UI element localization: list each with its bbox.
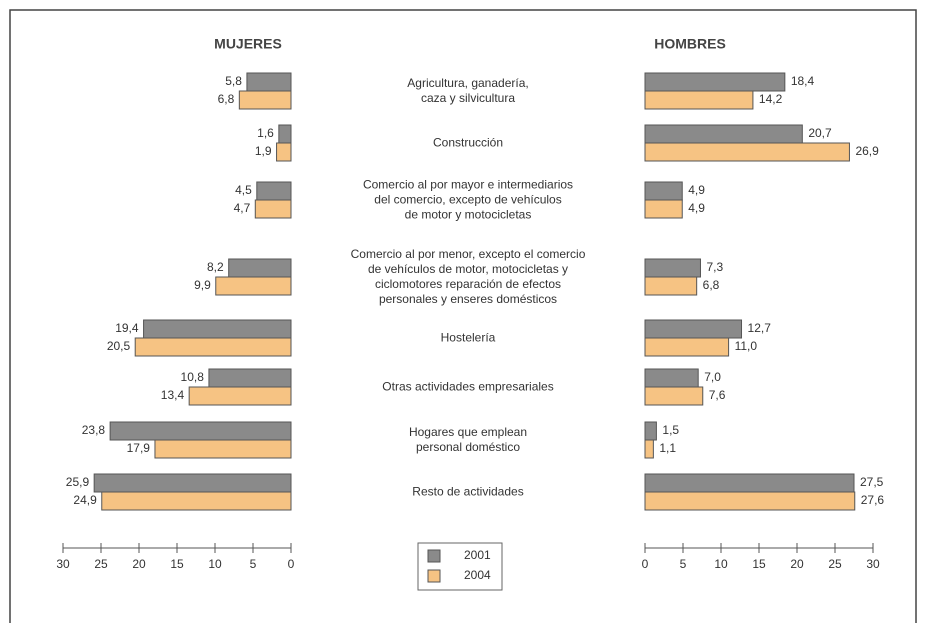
x-tick-label: 20 <box>132 557 146 571</box>
bar <box>644 386 704 406</box>
value-label: 1,9 <box>255 144 272 158</box>
legend-swatch <box>427 549 441 563</box>
bar <box>276 142 292 162</box>
bar <box>644 368 699 388</box>
value-label: 20,7 <box>808 126 832 140</box>
bar <box>644 319 743 339</box>
x-tick-label: 25 <box>94 557 108 571</box>
value-label: 7,6 <box>709 388 726 402</box>
x-tick-label: 5 <box>250 557 257 571</box>
bar <box>644 258 701 278</box>
x-tick-label: 10 <box>714 557 728 571</box>
bar <box>644 72 786 92</box>
legend-swatch <box>427 569 441 583</box>
value-label: 12,7 <box>748 321 772 335</box>
bar <box>215 276 292 296</box>
value-label: 4,5 <box>235 183 252 197</box>
bar <box>154 439 292 459</box>
bar <box>246 72 292 92</box>
category-label: Hogares que emplean personal doméstico <box>408 425 528 454</box>
bar <box>644 421 657 441</box>
x-tick-label: 0 <box>288 557 295 571</box>
value-label: 6,8 <box>703 278 720 292</box>
bar <box>278 124 292 144</box>
category-label: Resto de actividades <box>412 484 524 499</box>
bar <box>644 439 654 459</box>
value-label: 10,8 <box>181 370 205 384</box>
legend-label: 2004 <box>464 568 491 582</box>
value-label: 18,4 <box>791 74 815 88</box>
x-tick-label: 25 <box>828 557 842 571</box>
bar <box>238 90 292 110</box>
value-label: 19,4 <box>115 321 139 335</box>
x-tick-label: 0 <box>642 557 649 571</box>
panel-title: MUJERES <box>214 36 282 52</box>
x-tick-label: 30 <box>56 557 70 571</box>
bar <box>134 337 292 357</box>
value-label: 17,9 <box>127 441 151 455</box>
bar <box>644 181 683 201</box>
bar <box>644 473 855 493</box>
category-label: Hostelería <box>440 330 496 345</box>
bar <box>143 319 292 339</box>
value-label: 1,1 <box>659 441 676 455</box>
x-tick-label: 10 <box>208 557 222 571</box>
bar <box>93 473 292 493</box>
value-label: 27,6 <box>861 493 885 507</box>
value-label: 1,5 <box>662 423 679 437</box>
bar <box>188 386 292 406</box>
value-label: 5,8 <box>225 74 242 88</box>
value-label: 9,9 <box>194 278 211 292</box>
value-label: 27,5 <box>860 475 884 489</box>
x-tick-label: 5 <box>680 557 687 571</box>
bar <box>256 181 292 201</box>
bar <box>644 337 730 357</box>
value-label: 7,0 <box>704 370 721 384</box>
bar <box>254 199 292 219</box>
x-tick-label: 20 <box>790 557 804 571</box>
value-label: 6,8 <box>218 92 235 106</box>
value-label: 1,6 <box>257 126 274 140</box>
bar <box>644 90 754 110</box>
panel-title: HOMBRES <box>654 36 726 52</box>
bar <box>644 276 698 296</box>
value-label: 7,3 <box>706 260 723 274</box>
bar <box>208 368 292 388</box>
frame <box>9 9 917 623</box>
x-tick-label: 15 <box>170 557 184 571</box>
value-label: 24,9 <box>73 493 97 507</box>
value-label: 26,9 <box>855 144 879 158</box>
bar <box>644 491 856 511</box>
category-label: Comercio al por mayor e intermediarios d… <box>362 177 574 222</box>
category-label: Agricultura, ganadería, caza y silvicult… <box>407 76 529 105</box>
value-label: 8,2 <box>207 260 224 274</box>
category-label: Comercio al por menor, excepto el comerc… <box>350 247 586 306</box>
bar <box>644 124 803 144</box>
value-label: 4,7 <box>234 201 251 215</box>
category-label: Construcción <box>432 135 504 150</box>
value-label: 13,4 <box>161 388 185 402</box>
category-label: Otras actividades empresariales <box>382 379 554 394</box>
value-label: 4,9 <box>688 201 705 215</box>
value-label: 20,5 <box>107 339 131 353</box>
value-label: 25,9 <box>66 475 90 489</box>
value-label: 4,9 <box>688 183 705 197</box>
value-label: 11,0 <box>735 339 758 353</box>
bar <box>644 142 850 162</box>
bar <box>101 491 292 511</box>
value-label: 23,8 <box>82 423 106 437</box>
value-label: 14,2 <box>759 92 783 106</box>
bar <box>228 258 292 278</box>
bar <box>644 199 683 219</box>
bar <box>109 421 292 441</box>
x-tick-label: 30 <box>866 557 880 571</box>
x-tick-label: 15 <box>752 557 766 571</box>
legend-label: 2001 <box>464 548 491 562</box>
